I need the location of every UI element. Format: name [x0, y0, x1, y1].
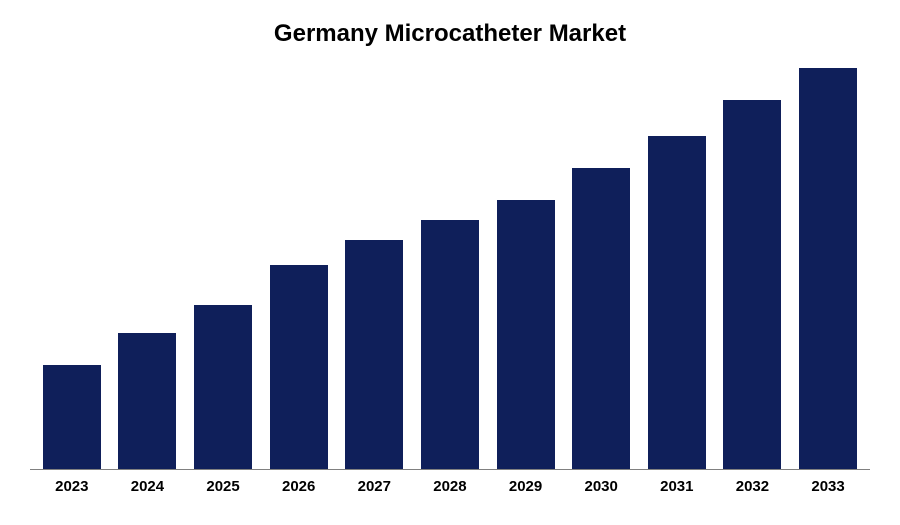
bar-2024 [118, 333, 176, 469]
bar-2023 [43, 365, 101, 469]
bar-2030 [572, 168, 630, 469]
chart-container: Germany Microcatheter Market 2023 2024 2… [0, 0, 900, 525]
x-label-2033: 2033 [799, 478, 857, 495]
bar-2032 [723, 100, 781, 469]
x-axis: 2023 2024 2025 2026 2027 2028 2029 2030 … [30, 470, 870, 495]
x-label-2026: 2026 [270, 478, 328, 495]
chart-title: Germany Microcatheter Market [30, 20, 870, 48]
x-label-2023: 2023 [43, 478, 101, 495]
x-label-2030: 2030 [572, 478, 630, 495]
bar-2033 [799, 68, 857, 469]
x-label-2028: 2028 [421, 478, 479, 495]
bar-2029 [497, 200, 555, 469]
bar-2028 [421, 220, 479, 469]
x-label-2024: 2024 [118, 478, 176, 495]
plot-area [30, 68, 870, 470]
x-label-2027: 2027 [345, 478, 403, 495]
bar-2027 [345, 240, 403, 469]
bar-2025 [194, 305, 252, 469]
x-label-2029: 2029 [497, 478, 555, 495]
x-label-2025: 2025 [194, 478, 252, 495]
x-label-2031: 2031 [648, 478, 706, 495]
x-label-2032: 2032 [723, 478, 781, 495]
bar-2026 [270, 265, 328, 470]
bar-2031 [648, 136, 706, 469]
